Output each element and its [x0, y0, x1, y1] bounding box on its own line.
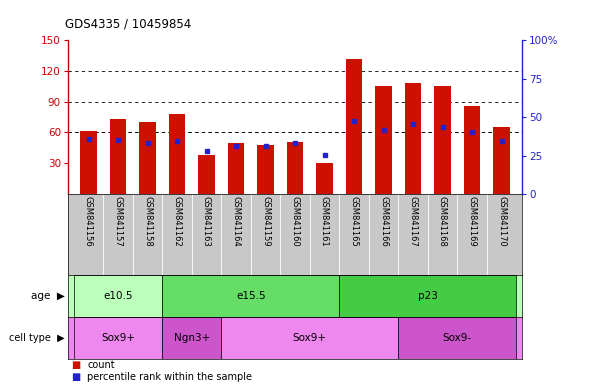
Text: age  ▶: age ▶: [31, 291, 65, 301]
Text: GSM841164: GSM841164: [231, 196, 241, 247]
Bar: [405, 83, 421, 194]
Text: ■: ■: [71, 372, 80, 382]
Text: e15.5: e15.5: [236, 291, 266, 301]
Text: GSM841160: GSM841160: [290, 196, 300, 247]
Text: Sox9+: Sox9+: [293, 333, 327, 343]
Text: Sox9-: Sox9-: [442, 333, 472, 343]
Text: count: count: [87, 360, 115, 370]
Text: GSM841167: GSM841167: [408, 196, 418, 247]
Text: cell type  ▶: cell type ▶: [9, 333, 65, 343]
Bar: [257, 145, 274, 194]
Bar: [339, 275, 516, 317]
Text: GSM841159: GSM841159: [261, 196, 270, 247]
Bar: [493, 127, 510, 194]
Text: GSM841169: GSM841169: [467, 196, 477, 247]
Text: GSM841165: GSM841165: [349, 196, 359, 247]
Bar: [139, 122, 156, 194]
Text: GSM841168: GSM841168: [438, 196, 447, 247]
Text: GSM841156: GSM841156: [84, 196, 93, 247]
Bar: [80, 131, 97, 194]
Bar: [228, 143, 244, 194]
Text: Ngn3+: Ngn3+: [173, 333, 210, 343]
Text: p23: p23: [418, 291, 438, 301]
Bar: [169, 114, 185, 194]
Bar: [162, 275, 339, 317]
Bar: [110, 119, 126, 194]
Text: Sox9+: Sox9+: [101, 333, 135, 343]
Text: GSM841157: GSM841157: [113, 196, 123, 247]
Text: GSM841166: GSM841166: [379, 196, 388, 247]
Text: GSM841161: GSM841161: [320, 196, 329, 247]
Bar: [398, 317, 516, 359]
Bar: [162, 317, 221, 359]
Bar: [316, 163, 333, 194]
Text: GSM841162: GSM841162: [172, 196, 182, 247]
Bar: [287, 142, 303, 194]
Bar: [375, 86, 392, 194]
Text: GSM841163: GSM841163: [202, 196, 211, 247]
Text: GDS4335 / 10459854: GDS4335 / 10459854: [65, 18, 191, 31]
Text: e10.5: e10.5: [103, 291, 133, 301]
Bar: [434, 86, 451, 194]
Text: GSM841170: GSM841170: [497, 196, 506, 247]
Bar: [74, 275, 162, 317]
Bar: [346, 59, 362, 194]
Bar: [464, 106, 480, 194]
Bar: [221, 317, 398, 359]
Bar: [198, 155, 215, 194]
Text: percentile rank within the sample: percentile rank within the sample: [87, 372, 253, 382]
Text: ■: ■: [71, 360, 80, 370]
Text: GSM841158: GSM841158: [143, 196, 152, 247]
Bar: [74, 317, 162, 359]
